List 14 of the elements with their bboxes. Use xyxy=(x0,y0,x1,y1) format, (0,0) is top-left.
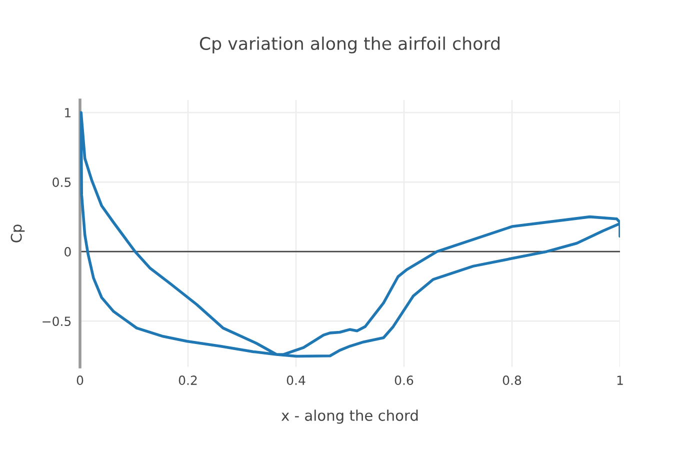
x-tick-label: 0.2 xyxy=(178,376,197,386)
x-tick-label: 0.6 xyxy=(394,376,414,386)
y-tick-label: 0 xyxy=(64,247,71,257)
x-tick-label: 0.8 xyxy=(502,376,522,386)
y-tick-label: −0.5 xyxy=(42,316,71,326)
x-axis-title: x - along the chord xyxy=(281,410,418,424)
y-tick-label: 1 xyxy=(65,108,71,118)
line-series xyxy=(80,111,620,358)
x-tick-label: 0 xyxy=(76,376,84,386)
chart-title: Cp variation along the airfoil chord xyxy=(200,36,500,54)
y-axis-title: Cp xyxy=(10,224,25,242)
y-tick-label: 0.5 xyxy=(52,178,71,187)
x-tick-label: 1 xyxy=(617,376,623,385)
x-tick-label: 0.4 xyxy=(286,376,306,386)
